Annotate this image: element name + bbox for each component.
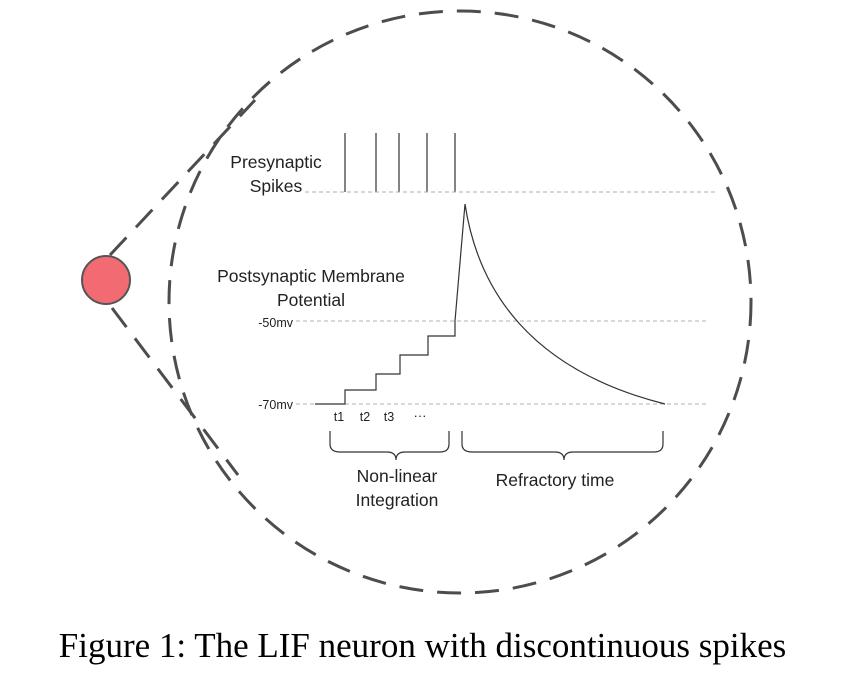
- time-label-t2: t2: [360, 410, 370, 424]
- rest-label: -70mv: [258, 398, 293, 412]
- integration-label-2: Integration: [356, 490, 439, 510]
- refractory-label: Refractory time: [496, 470, 615, 490]
- postsynaptic-label-1: Postsynaptic Membrane: [217, 266, 405, 286]
- time-label-t1: t1: [334, 410, 344, 424]
- figure-caption: Figure 1: The LIF neuron with discontinu…: [58, 626, 787, 665]
- zoom-circle: [167, 9, 753, 595]
- presynaptic-label-2: Spikes: [250, 176, 303, 196]
- time-label-t3: t3: [384, 410, 394, 424]
- integration-brace: [329, 431, 450, 461]
- postsynaptic-label-2: Potential: [277, 290, 345, 310]
- threshold-label: -50mv: [258, 316, 293, 330]
- neuron-node: [81, 255, 131, 305]
- membrane-potential-trace: [315, 203, 666, 405]
- zoom-line-bottom: [110, 307, 240, 476]
- refractory-brace: [461, 431, 664, 461]
- zoom-line-top: [108, 98, 257, 257]
- integration-label-1: Non-linear: [357, 466, 438, 486]
- presynaptic-spikes: [344, 133, 456, 192]
- presynaptic-label-1: Presynaptic: [230, 152, 322, 172]
- time-label-ellipsis: ···: [414, 408, 427, 423]
- lif-neuron-diagram: Presynaptic Spikes Postsynaptic Membrane…: [81, 9, 753, 595]
